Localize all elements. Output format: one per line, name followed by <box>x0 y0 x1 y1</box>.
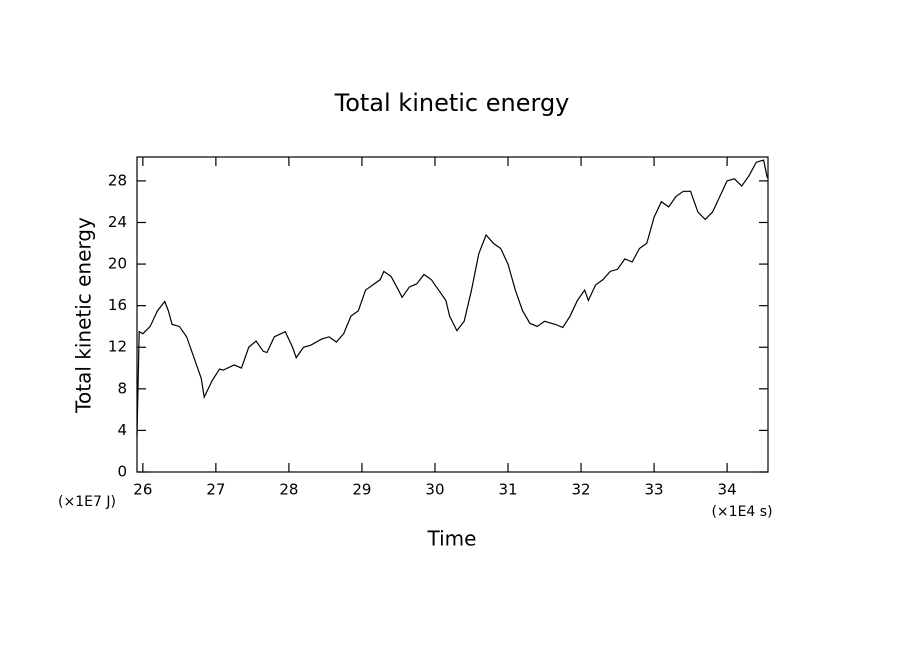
x-tick-label: 32 <box>571 481 590 499</box>
x-tick-label: 26 <box>133 481 152 499</box>
chart-title: Total kinetic energy <box>334 89 570 117</box>
x-unit: (×1E4 s) <box>711 504 772 520</box>
y-tick-label: 16 <box>108 296 127 314</box>
x-tick-label: 33 <box>645 481 664 499</box>
x-axis-label: Time <box>427 527 477 551</box>
y-tick-label: 28 <box>108 171 127 189</box>
x-tick-label: 29 <box>352 481 371 499</box>
y-tick-label: 24 <box>108 213 127 231</box>
y-tick-label: 8 <box>117 379 127 397</box>
data-line <box>136 159 768 436</box>
y-axis-label: Total kinetic energy <box>72 217 96 414</box>
x-tick-label: 30 <box>425 481 444 499</box>
y-tick-label: 0 <box>117 463 127 481</box>
x-tick-label: 27 <box>206 481 225 499</box>
y-unit: (×1E7 J) <box>58 494 116 510</box>
y-tick-label: 12 <box>108 338 127 356</box>
y-tick-label: 20 <box>108 255 127 273</box>
x-tick-label: 31 <box>498 481 517 499</box>
x-tick-label: 34 <box>718 481 737 499</box>
x-tick-label: 28 <box>279 481 298 499</box>
y-tick-label: 4 <box>117 421 127 439</box>
plot-frame <box>136 156 769 473</box>
